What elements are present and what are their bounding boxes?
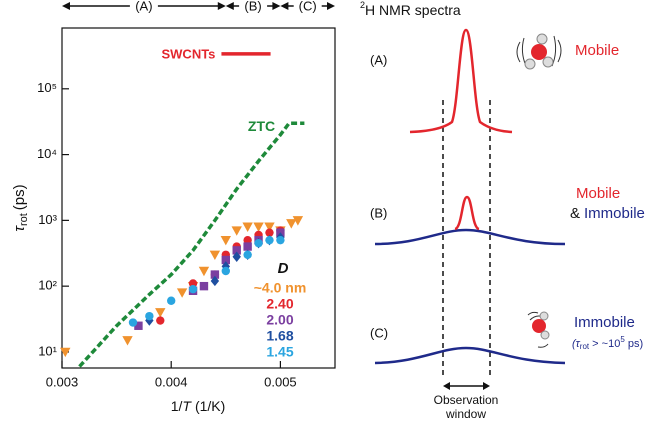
panel-label: (A) <box>370 52 387 67</box>
molecule-icon <box>527 311 550 348</box>
x-label-prefix: 1/ <box>171 398 183 414</box>
panel-label: (B) <box>370 205 387 220</box>
y-axis-label: τrot (ps) <box>11 184 30 231</box>
panel-label: (C) <box>370 325 388 340</box>
marker <box>128 318 138 327</box>
spectrum-immobile <box>374 346 566 365</box>
x-tick-label: 0.003 <box>46 374 79 389</box>
window-label: Observation <box>434 393 499 407</box>
nmr-diagram: 2H NMR spectra (A) Mobile (B) Mobile & Im… <box>360 0 645 421</box>
y-tick-label: 10³ <box>38 212 57 227</box>
marker <box>220 235 231 246</box>
marker <box>242 222 253 232</box>
marker <box>176 288 188 298</box>
marker <box>254 238 263 248</box>
marker <box>265 228 274 237</box>
marker <box>156 316 165 325</box>
marker <box>232 246 241 255</box>
marker <box>221 255 230 265</box>
window-label: window <box>445 407 486 421</box>
marker <box>155 308 166 318</box>
note-close: ps) <box>625 338 643 350</box>
molecule-icon <box>516 33 562 70</box>
marker <box>292 216 304 226</box>
marker <box>221 266 230 276</box>
marker <box>264 222 275 232</box>
diagram-title: 2H NMR spectra <box>360 0 461 17</box>
marker <box>198 266 210 277</box>
marker <box>253 222 264 232</box>
spectrum-immobile <box>374 228 566 246</box>
note-sub: rot <box>580 342 590 351</box>
x-label-unit: (1/K) <box>195 398 225 414</box>
marker <box>60 347 71 358</box>
marker <box>134 321 143 330</box>
y-label-unit: (ps) <box>11 184 28 210</box>
legend-entry: ~4.0 nm <box>254 280 307 296</box>
marker <box>231 226 242 236</box>
marker <box>243 242 252 251</box>
plot-frame <box>61 27 336 369</box>
marker <box>199 281 209 291</box>
x-tick-label: 0.005 <box>264 374 297 389</box>
marker <box>265 235 274 245</box>
marker <box>209 250 221 260</box>
state-label: Immobile <box>574 314 635 331</box>
joiner: & <box>570 205 580 222</box>
state2: Immobile <box>584 205 645 222</box>
marker <box>210 270 220 279</box>
x-axis-label: 1/T (1/K) <box>171 398 226 414</box>
label-bg <box>129 0 158 13</box>
legend-entry: 1.45 <box>266 344 293 360</box>
y-tick-label: 10¹ <box>38 343 57 358</box>
curve <box>78 121 305 368</box>
note-sup: 5 <box>620 335 625 344</box>
note-open: (τ <box>572 338 581 350</box>
marker <box>232 251 241 262</box>
chart: τrot (ps) 1/T (1/K) D 10¹ 10² 10³ 10⁴ 10⁵ 0.003… <box>11 0 336 414</box>
curve-label: ZTC <box>248 118 275 134</box>
title-superscript: 2 <box>360 0 365 10</box>
legend-entry: 2.40 <box>266 296 293 312</box>
marker <box>188 284 198 294</box>
marker <box>122 336 133 346</box>
marker <box>243 250 252 259</box>
state-label: Mobile <box>576 185 620 202</box>
marker <box>286 219 297 229</box>
label-bg <box>239 0 268 13</box>
y-tick-label: 10⁴ <box>37 146 57 161</box>
marker <box>167 296 176 305</box>
label-bg <box>293 0 322 13</box>
legend-entry: 2.00 <box>266 312 293 328</box>
region-label: (A) <box>135 0 152 13</box>
state-label: Mobile <box>575 42 619 59</box>
y-tick-label: 10⁵ <box>37 80 57 95</box>
y-label-symbol: τ <box>11 225 28 232</box>
note-middle: > ~10 <box>589 338 620 350</box>
spectrum-mobile <box>409 28 513 134</box>
state-note: (τrot > ~105 ps) <box>572 335 643 351</box>
marker <box>145 311 154 321</box>
x-tick-label: 0.004 <box>155 374 188 389</box>
legend-entry: 1.68 <box>266 328 293 344</box>
spectrum-mobile <box>454 195 480 231</box>
y-label-subscript: rot <box>18 213 30 226</box>
region-label: (C) <box>299 0 317 13</box>
title-text: H NMR spectra <box>365 2 461 18</box>
y-tick-label: 10² <box>38 278 57 293</box>
legend-title: D <box>278 260 289 277</box>
region-label: (B) <box>244 0 261 13</box>
range-label: SWCNTs <box>161 46 215 61</box>
marker <box>210 275 220 287</box>
marker <box>276 235 285 245</box>
x-label-symbol: T <box>182 398 192 414</box>
state-label: & Immobile <box>570 205 645 222</box>
marker <box>243 235 252 245</box>
